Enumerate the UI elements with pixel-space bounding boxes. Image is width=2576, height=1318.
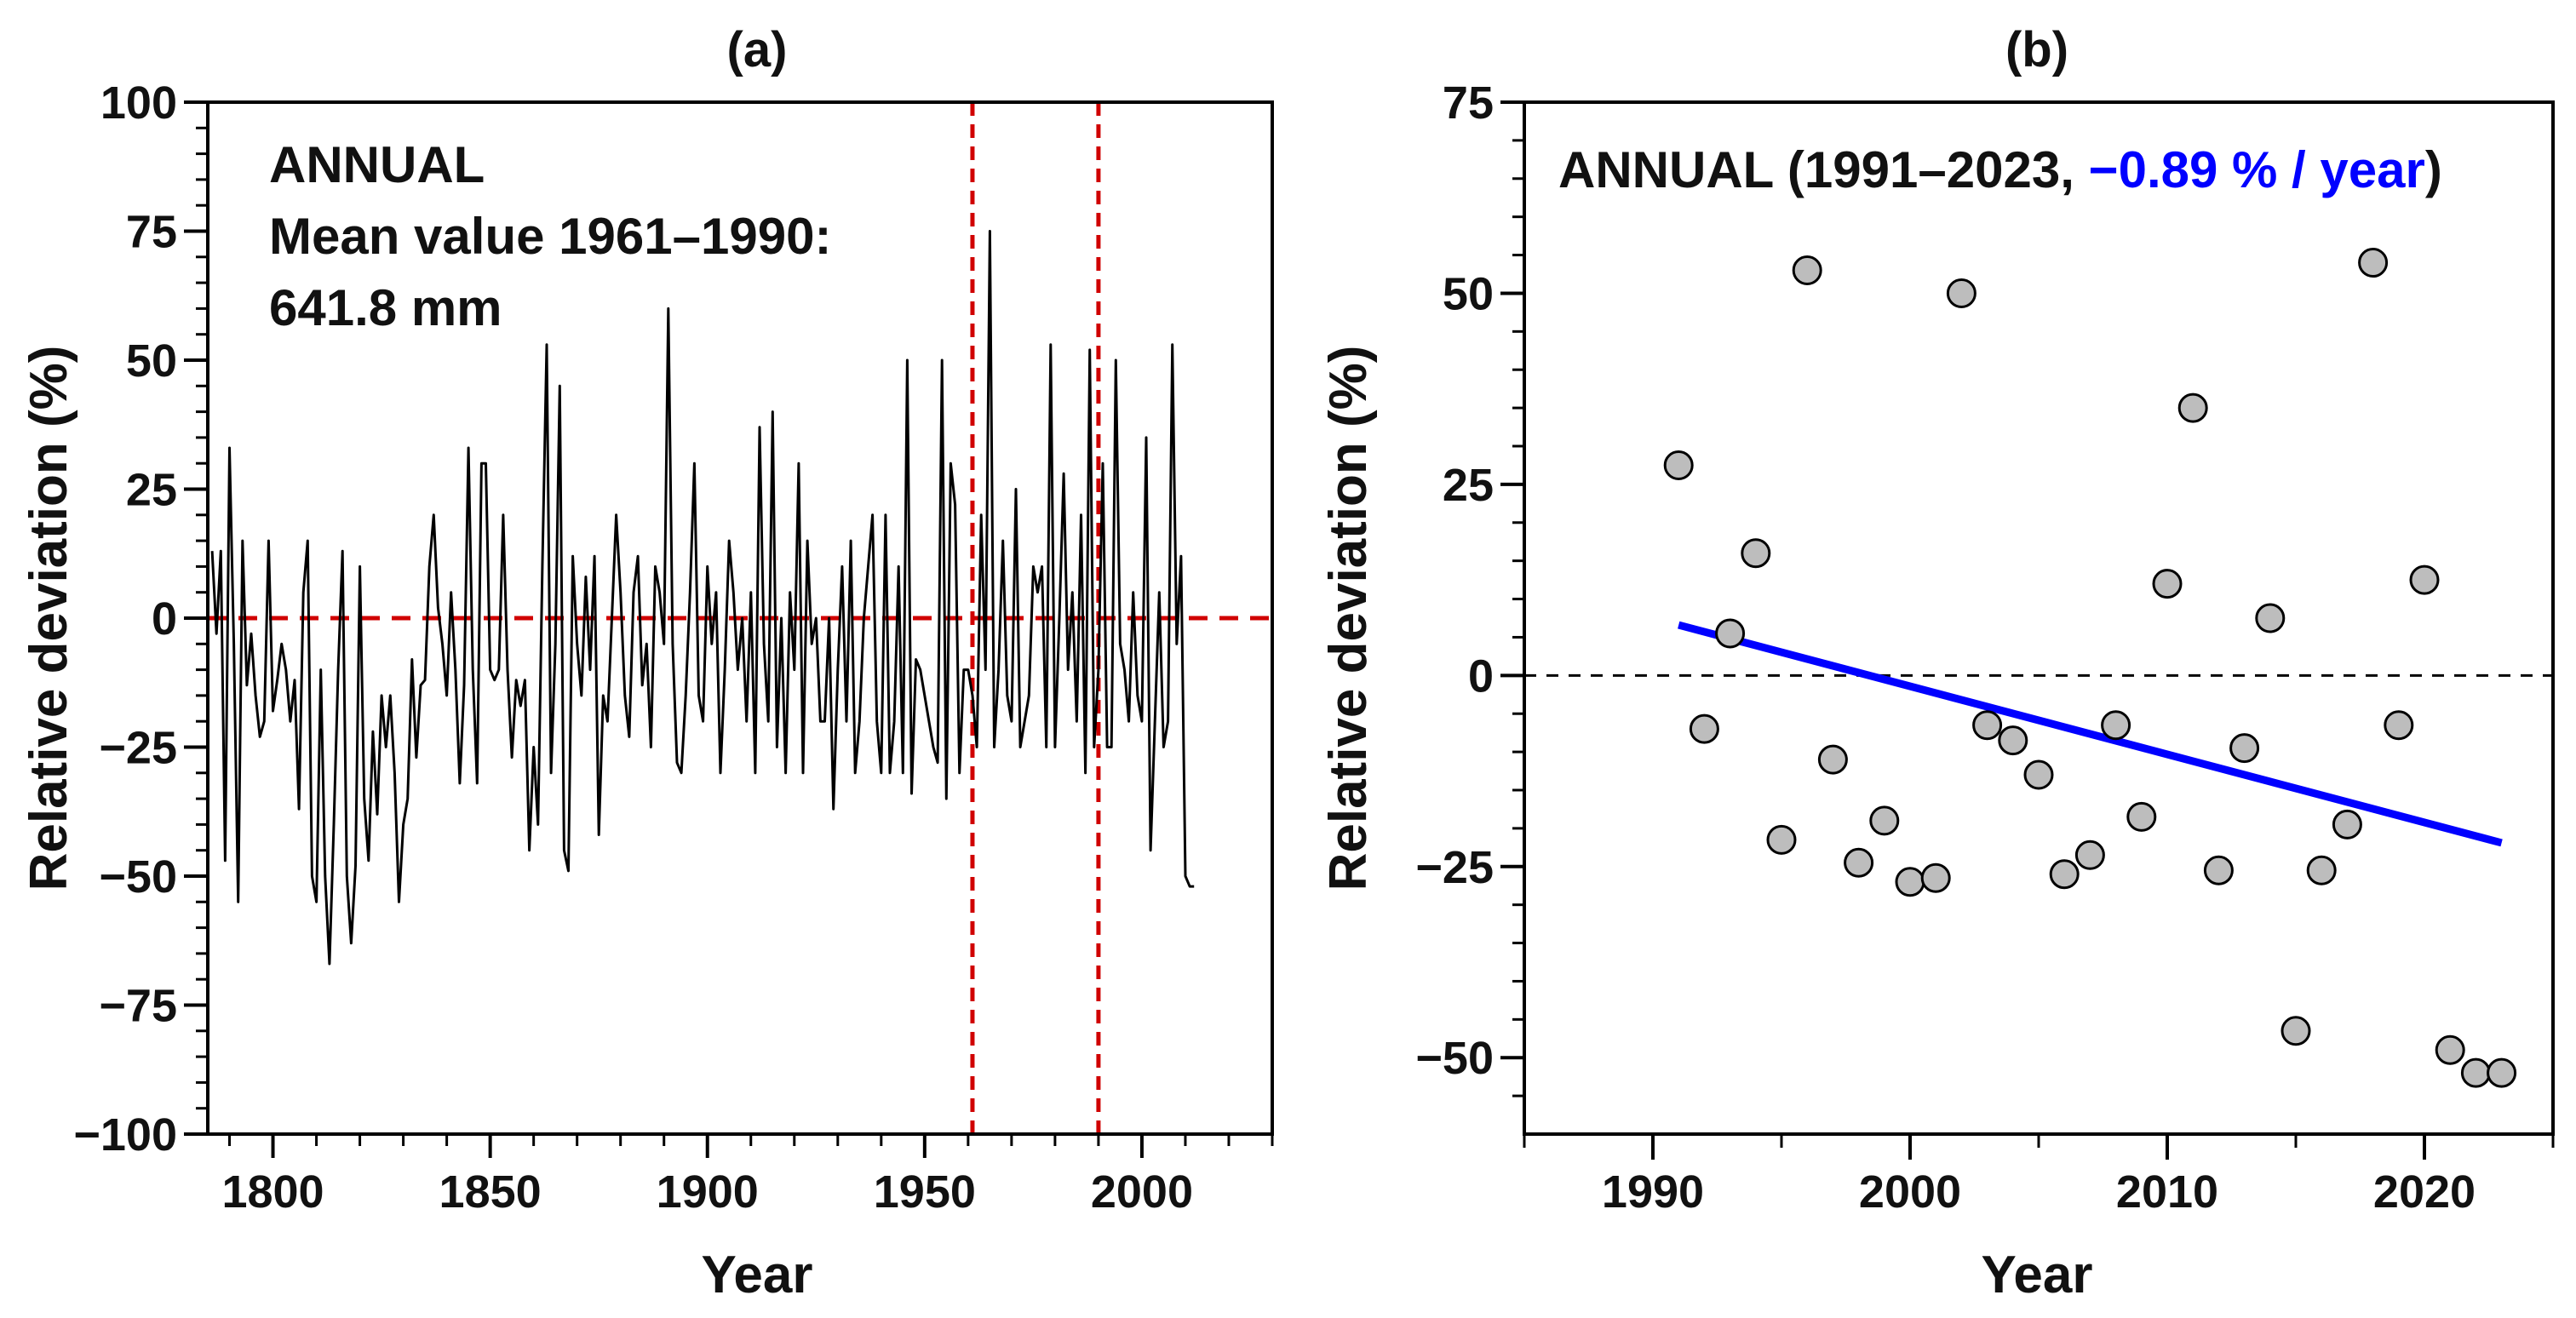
panel-a-series-line xyxy=(210,230,1195,966)
panel-a-ytick-label: −50 xyxy=(99,851,177,903)
panel-b-point xyxy=(1998,725,2028,756)
panel-a-xtick-label: 2000 xyxy=(1091,1166,1193,1218)
panel-a-ylabel: Relative deviation (%) xyxy=(20,346,78,891)
panel-b: (b) 1990 2000 2010 2020 −50 −25 0 25 50 75 ANNUAL… xyxy=(1319,22,2555,1304)
panel-b-point xyxy=(1792,255,1822,286)
panel-a: (a) 1800 1850 1900 1950 2000 −100 −75 −50 −25 0 25… xyxy=(20,22,1274,1304)
panel-b-point xyxy=(2435,1034,2465,1065)
panel-b-ylabel: Relative deviation (%) xyxy=(1319,346,1378,891)
panel-a-xlabel: Year xyxy=(701,1246,812,1304)
panel-b-ytick-label: 50 xyxy=(1443,268,1494,319)
panel-b-ytick-label: −50 xyxy=(1415,1033,1494,1084)
panel-b-point xyxy=(2409,564,2440,595)
panel-a-ytick-label: 50 xyxy=(126,335,177,387)
panel-b-point xyxy=(2229,733,2260,764)
panel-b-point xyxy=(2074,840,2105,870)
panel-b-point xyxy=(1766,824,1797,855)
panel-b-point xyxy=(2358,248,2389,278)
panel-b-xlabel: Year xyxy=(1981,1246,2092,1304)
panel-a-ytick-label: 0 xyxy=(152,593,177,645)
panel-a-xtick-label: 1950 xyxy=(874,1166,976,1218)
panel-b-xtick-label: 2020 xyxy=(2373,1166,2476,1218)
panel-b-point xyxy=(1972,710,2003,741)
panel-b-point xyxy=(2177,393,2208,423)
panel-b-point xyxy=(2049,859,2080,890)
panel-b-point xyxy=(2281,1016,2311,1046)
panel-b-ytick-label: 75 xyxy=(1443,77,1494,129)
panel-b-point xyxy=(2023,759,2054,790)
panel-b-point xyxy=(2487,1057,2517,1088)
panel-b-point xyxy=(1741,538,1771,569)
panel-b-ytick-label: 0 xyxy=(1468,650,1494,702)
panel-b-xtick-label: 2000 xyxy=(1859,1166,1961,1218)
panel-b-trend-line xyxy=(1678,621,2503,847)
panel-a-xtick-label: 1850 xyxy=(439,1166,542,1218)
panel-a-ytick-label: −100 xyxy=(73,1109,177,1160)
panel-b-point xyxy=(2255,603,2286,633)
panel-b-xtick-label: 1990 xyxy=(1602,1166,1704,1218)
panel-b-frame xyxy=(1523,100,2555,1136)
panel-b-ytick-label: −25 xyxy=(1415,842,1494,893)
panel-a-ytick-label: −75 xyxy=(99,981,177,1032)
panel-b-point xyxy=(2203,855,2234,885)
panel-b-point xyxy=(1946,278,1976,308)
panel-a-annotation-line2: Mean value 1961–1990: xyxy=(269,208,831,265)
panel-a-annotation-line1: ANNUAL xyxy=(269,136,485,193)
panel-a-annotation-value: 641.8 mm xyxy=(269,279,502,336)
panel-a-ytick-label: 75 xyxy=(126,207,177,258)
panel-a-ytick-label: 25 xyxy=(126,465,177,516)
panel-b-annotation-trend: −0.89 % / year xyxy=(2089,141,2425,198)
panel-a-ytick-label: 100 xyxy=(100,77,177,129)
panel-b-point xyxy=(1689,713,1719,744)
panel-b-point xyxy=(2101,710,2131,741)
panel-b-annotation-prefix: ANNUAL (1991–2023, xyxy=(1558,141,2089,198)
panel-a-xtick-label: 1900 xyxy=(657,1166,759,1218)
panel-b-xtick-label: 2010 xyxy=(2116,1166,2218,1218)
panel-b-point xyxy=(2306,855,2337,885)
panel-b-title: (b) xyxy=(2005,22,2068,77)
panel-b-annotation-suffix: ) xyxy=(2425,141,2442,198)
panel-b-point xyxy=(2384,710,2414,741)
panel-b-point xyxy=(1663,450,1694,480)
panel-b-point xyxy=(1715,618,1746,649)
panel-b-ytick-label: 25 xyxy=(1443,460,1494,511)
panel-b-point xyxy=(1844,847,1874,878)
panel-a-ytick-label: −25 xyxy=(99,723,177,774)
panel-a-frame xyxy=(206,100,1274,1136)
panel-b-annotation: ANNUAL (1991–2023, −0.89 % / year) xyxy=(1558,141,2442,198)
panel-b-point xyxy=(2332,809,2362,840)
panel-a-xtick-label: 1800 xyxy=(221,1166,324,1218)
panel-b-point xyxy=(1920,862,1951,893)
panel-b-point xyxy=(1869,805,1900,836)
panel-b-point xyxy=(2152,569,2183,599)
panel-b-point xyxy=(1817,744,1848,775)
panel-b-point xyxy=(1895,867,1925,897)
panel-a-title: (a) xyxy=(727,22,788,77)
panel-b-point xyxy=(2126,801,2157,832)
panel-b-point xyxy=(2460,1057,2491,1088)
